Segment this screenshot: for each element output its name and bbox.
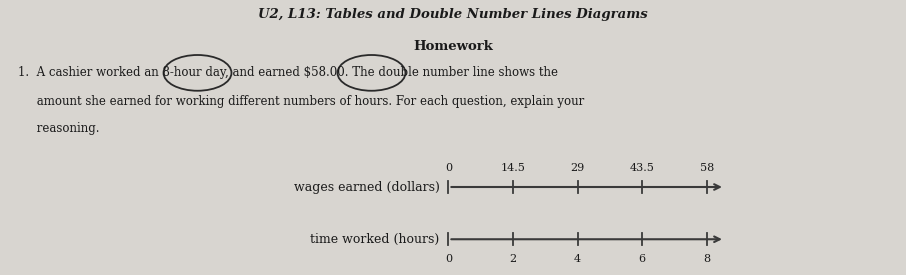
Text: 29: 29 bbox=[571, 163, 584, 173]
Text: 8: 8 bbox=[703, 254, 710, 264]
Text: 4: 4 bbox=[574, 254, 581, 264]
Text: wages earned (dollars): wages earned (dollars) bbox=[294, 180, 439, 194]
Text: Homework: Homework bbox=[413, 40, 493, 53]
Text: U2, L13: Tables and Double Number Lines Diagrams: U2, L13: Tables and Double Number Lines … bbox=[258, 8, 648, 21]
Text: 0: 0 bbox=[445, 163, 452, 173]
Text: 58: 58 bbox=[699, 163, 714, 173]
Text: amount she earned for working different numbers of hours. For each question, exp: amount she earned for working different … bbox=[18, 95, 584, 108]
Text: 6: 6 bbox=[639, 254, 646, 264]
Text: reasoning.: reasoning. bbox=[18, 122, 100, 135]
Text: 1.  A cashier worked an 8-hour day, and earned $58.00. The double number line sh: 1. A cashier worked an 8-hour day, and e… bbox=[18, 66, 558, 79]
Text: 43.5: 43.5 bbox=[630, 163, 654, 173]
Text: 14.5: 14.5 bbox=[501, 163, 525, 173]
Text: 2: 2 bbox=[509, 254, 516, 264]
Text: time worked (hours): time worked (hours) bbox=[310, 233, 439, 246]
Text: 0: 0 bbox=[445, 254, 452, 264]
